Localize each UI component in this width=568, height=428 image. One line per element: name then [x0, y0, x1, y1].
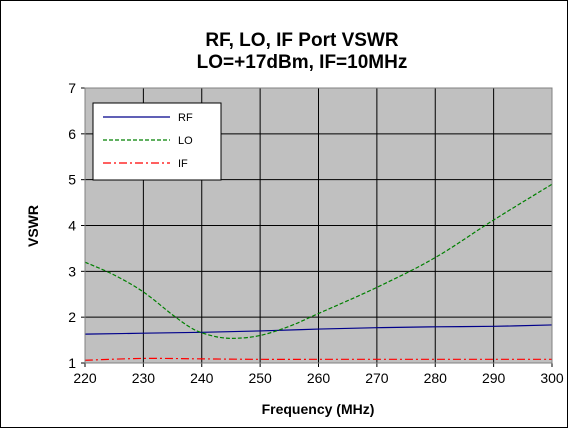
y-tick-label: 2: [68, 309, 76, 325]
chart-title: RF, LO, IF Port VSWR: [205, 30, 398, 51]
legend: RF LO IF: [92, 102, 222, 181]
y-tick-label: 1: [68, 355, 76, 371]
y-tick-label: 5: [68, 172, 76, 188]
series-line-rf: [84, 324, 553, 335]
legend-label-lo: LO: [178, 135, 193, 147]
x-tick-label: 280: [424, 370, 448, 386]
x-tick-label: 220: [73, 370, 97, 386]
y-tick-label: 4: [68, 218, 76, 234]
series-line-lo: [84, 183, 553, 339]
x-tick-label: 290: [482, 370, 506, 386]
x-tick-label: 240: [190, 370, 214, 386]
y-tick-label: 7: [68, 80, 76, 96]
x-tick-label: 250: [248, 370, 272, 386]
x-tick-label: 260: [307, 370, 331, 386]
x-tick-label: 230: [132, 370, 156, 386]
x-tick-label: 300: [540, 370, 564, 386]
legend-box: [92, 102, 222, 181]
y-tick-label: 3: [68, 263, 76, 279]
chart-subtitle: LO=+17dBm, IF=10MHz: [197, 52, 408, 73]
x-axis-title: Frequency (MHz): [262, 401, 375, 417]
tick-labels: 220 230 240 250 260 270 280 290 300 1 2 3 4 5 6 7: [68, 80, 564, 386]
plot-border: [84, 87, 553, 364]
y-tick-label: 6: [68, 126, 76, 142]
legend-label-if: IF: [178, 158, 188, 170]
series-layer: [84, 183, 553, 361]
legend-label-rf: RF: [178, 112, 193, 124]
x-tick-label: 270: [365, 370, 389, 386]
series-line-if: [84, 357, 552, 361]
y-axis-title: VSWR: [25, 205, 41, 247]
